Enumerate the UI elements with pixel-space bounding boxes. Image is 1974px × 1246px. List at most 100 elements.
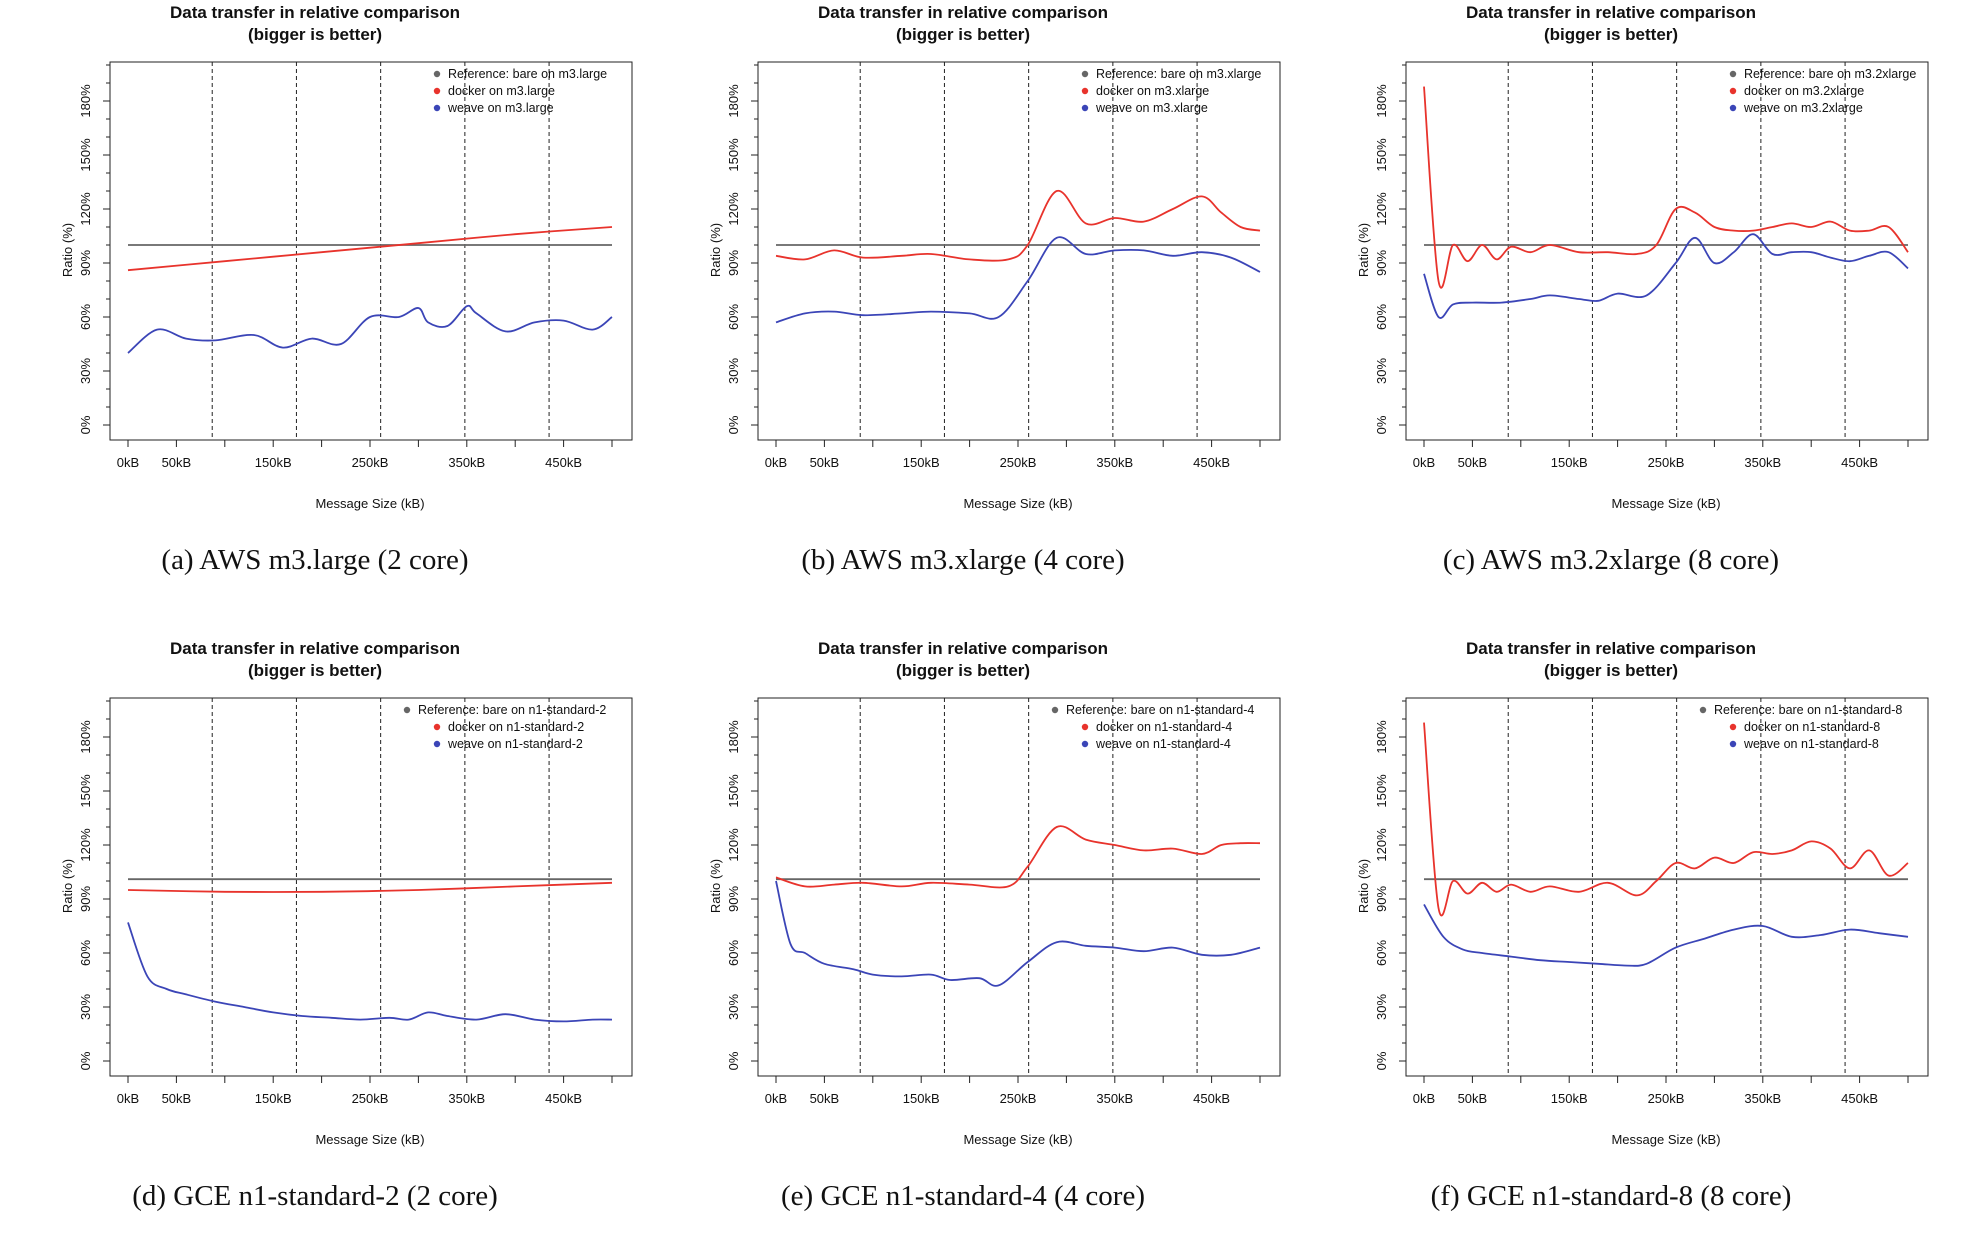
y-tick-label: 60%	[726, 940, 741, 966]
y-tick-label: 120%	[726, 828, 741, 862]
x-tick-label: 350kB	[1096, 1091, 1133, 1106]
legend-marker	[1081, 70, 1089, 78]
chart-svg: 0% 30% 60% 90% 120% 150% 180% 0kB 50kB 150kB 250kB…	[60, 697, 633, 1147]
y-tick-label: 180%	[726, 84, 741, 118]
x-tick-label: 0kB	[765, 1091, 787, 1106]
series-line	[127, 922, 613, 1023]
legend-label: docker on m3.xlarge	[1096, 84, 1209, 98]
x-tick-label: 50kB	[810, 455, 840, 470]
x-tick-label: 0kB	[117, 455, 139, 470]
x-tick-label: 250kB	[1000, 1091, 1037, 1106]
series-line	[127, 881, 613, 893]
series-line	[1423, 86, 1909, 289]
legend-label: docker on m3.2xlarge	[1744, 84, 1864, 98]
series-line	[775, 190, 1261, 262]
y-tick-label: 120%	[78, 828, 93, 862]
chart-title: Data transfer in relative comparison	[817, 639, 1109, 658]
legend-label: weave on m3.2xlarge	[1743, 101, 1863, 115]
x-tick-label: 150kB	[903, 455, 940, 470]
y-tick-label: 60%	[78, 304, 93, 330]
y-tick-label: 120%	[1374, 828, 1389, 862]
y-tick-label: 90%	[726, 886, 741, 912]
x-axis-label: Message Size (kB)	[963, 496, 1072, 511]
x-axis-label: Message Size (kB)	[1611, 1132, 1720, 1147]
y-tick-label: 90%	[1374, 250, 1389, 276]
legend-marker	[1081, 740, 1089, 748]
y-axis-label: Ratio (%)	[708, 859, 723, 913]
plot-frame	[757, 61, 1281, 441]
y-tick-label: 120%	[1374, 192, 1389, 226]
legend-marker	[1729, 104, 1737, 112]
x-tick-label: 350kB	[1744, 1091, 1781, 1106]
legend-label: docker on n1-standard-4	[1096, 720, 1232, 734]
chart-subtitle: (bigger is better)	[247, 661, 383, 680]
legend-marker	[1081, 104, 1089, 112]
chart-panel: Data transfer in relative comparison (big…	[0, 0, 640, 610]
chart-title: Data transfer in relative comparison	[169, 639, 461, 658]
chart-subtitle: (bigger is better)	[1543, 25, 1679, 44]
y-tick-label: 0%	[78, 415, 93, 434]
y-tick-label: 30%	[726, 358, 741, 384]
legend-label: docker on m3.large	[448, 84, 555, 98]
y-tick-label: 30%	[1374, 994, 1389, 1020]
y-tick-label: 90%	[78, 250, 93, 276]
chart-panel: Data transfer in relative comparison (big…	[0, 636, 640, 1246]
x-tick-label: 150kB	[255, 455, 292, 470]
x-tick-label: 150kB	[255, 1091, 292, 1106]
x-tick-label: 50kB	[1458, 1091, 1488, 1106]
x-tick-label: 50kB	[162, 455, 192, 470]
chart-subtitle: (bigger is better)	[895, 661, 1031, 680]
y-tick-label: 0%	[726, 1051, 741, 1070]
x-tick-label: 150kB	[903, 1091, 940, 1106]
legend-label: weave on n1-standard-2	[447, 737, 583, 751]
legend-marker	[1729, 740, 1737, 748]
legend-marker	[403, 706, 411, 714]
chart-svg: 0% 30% 60% 90% 120% 150% 180% 0kB 50kB 150kB 250kB…	[1356, 61, 1929, 511]
x-tick-label: 50kB	[810, 1091, 840, 1106]
y-tick-label: 180%	[1374, 84, 1389, 118]
x-tick-label: 0kB	[765, 455, 787, 470]
legend-label: Reference: bare on m3.large	[448, 67, 607, 81]
legend-label: docker on n1-standard-8	[1744, 720, 1880, 734]
figure-caption: (c) AWS m3.2xlarge (8 core)	[1442, 544, 1780, 576]
y-tick-label: 60%	[78, 940, 93, 966]
x-tick-label: 0kB	[117, 1091, 139, 1106]
y-tick-label: 150%	[726, 138, 741, 172]
chart-title: Data transfer in relative comparison	[817, 3, 1109, 22]
x-axis-label: Message Size (kB)	[963, 1132, 1072, 1147]
figure-caption: (e) GCE n1-standard-4 (4 core)	[781, 1180, 1145, 1212]
x-axis-label: Message Size (kB)	[1611, 496, 1720, 511]
figure-caption: (b) AWS m3.xlarge (4 core)	[801, 544, 1125, 576]
legend-label: Reference: bare on m3.xlarge	[1096, 67, 1261, 81]
legend-label: Reference: bare on n1-standard-4	[1066, 703, 1254, 717]
x-tick-label: 450kB	[1841, 455, 1878, 470]
figure-caption: (a) AWS m3.large (2 core)	[161, 544, 469, 576]
y-axis-label: Ratio (%)	[1356, 223, 1371, 277]
chart-subtitle: (bigger is better)	[247, 25, 383, 44]
figure-caption: (d) GCE n1-standard-2 (2 core)	[132, 1180, 498, 1212]
series-line	[775, 880, 1261, 987]
series-line	[1423, 903, 1909, 967]
y-tick-label: 120%	[78, 192, 93, 226]
x-tick-label: 250kB	[352, 1091, 389, 1106]
series-line	[1423, 722, 1909, 917]
y-tick-label: 60%	[1374, 940, 1389, 966]
x-tick-label: 450kB	[1193, 455, 1230, 470]
y-axis-label: Ratio (%)	[60, 223, 75, 277]
legend-label: docker on n1-standard-2	[448, 720, 584, 734]
chart-panel: Data transfer in relative comparison (big…	[648, 0, 1288, 610]
chart-title: Data transfer in relative comparison	[1465, 3, 1757, 22]
legend-marker	[1729, 723, 1737, 731]
legend-label: Reference: bare on m3.2xlarge	[1744, 67, 1916, 81]
x-tick-label: 250kB	[1648, 455, 1685, 470]
x-tick-label: 450kB	[1193, 1091, 1230, 1106]
chart-panel: Data transfer in relative comparison (big…	[1296, 0, 1936, 610]
legend-label: Reference: bare on n1-standard-2	[418, 703, 606, 717]
x-tick-label: 0kB	[1413, 1091, 1435, 1106]
legend-marker	[433, 740, 441, 748]
plot-frame	[1405, 697, 1929, 1077]
x-tick-label: 450kB	[545, 1091, 582, 1106]
legend-marker	[433, 723, 441, 731]
y-tick-label: 60%	[1374, 304, 1389, 330]
y-tick-label: 0%	[1374, 415, 1389, 434]
